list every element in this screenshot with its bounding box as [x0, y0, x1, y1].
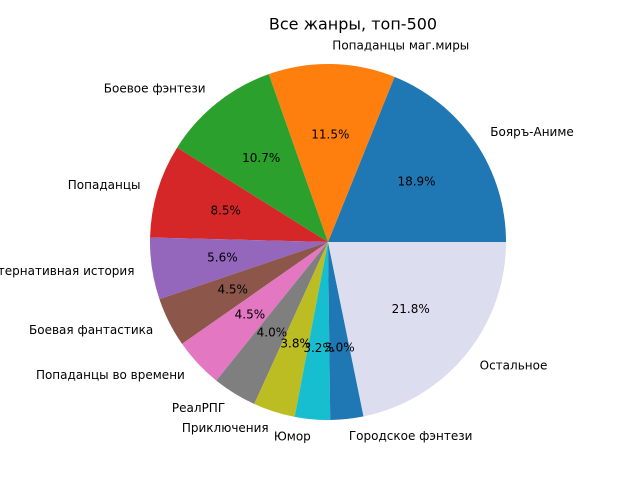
pie-slice — [268, 64, 395, 243]
slice-label: Попаданцы во времени — [36, 368, 185, 382]
pie-slice — [182, 242, 328, 381]
value-label: 4.5% — [235, 307, 266, 321]
value-label: 4.5% — [217, 283, 248, 297]
value-label: 8.5% — [210, 204, 241, 218]
pie-slice — [328, 76, 506, 242]
slice-label: Боевая фантастика — [29, 323, 153, 337]
value-label: 3.8% — [280, 336, 311, 350]
slice-label: Приключения — [182, 421, 269, 435]
slice-label: Остальное — [480, 358, 548, 372]
value-label: 11.5% — [311, 128, 349, 142]
value-label: 4.0% — [257, 325, 288, 339]
pie-slice — [328, 242, 364, 420]
pie-slice — [177, 74, 328, 243]
pie-slice — [150, 147, 328, 242]
chart-title: Все жанры, топ-500 — [269, 15, 437, 34]
value-label: 21.8% — [392, 302, 430, 316]
slice-label: Попаданцы маг.миры — [332, 39, 469, 53]
slice-label: Юмор — [274, 430, 311, 444]
value-label: 10.7% — [242, 151, 280, 165]
value-label: 18.9% — [397, 175, 435, 189]
slice-label: Боевое фэнтези — [104, 82, 206, 96]
slice-label: Городское фэнтези — [349, 429, 473, 443]
pie-slice — [328, 242, 506, 417]
value-label: 3.0% — [324, 341, 355, 355]
pie-slice — [254, 242, 328, 417]
value-label: 3.2% — [303, 341, 334, 355]
value-label: 5.6% — [207, 251, 238, 265]
pie-slice — [216, 242, 328, 404]
slice-label: Попаданцы — [68, 178, 141, 192]
slice-label: Бояръ-Аниме — [490, 125, 574, 139]
slice-label: РеалРПГ — [172, 401, 225, 415]
pie-slice — [294, 242, 331, 420]
slice-label: Альтернативная история — [0, 264, 134, 278]
pie-slice — [159, 242, 328, 344]
pie-slice — [150, 237, 328, 300]
